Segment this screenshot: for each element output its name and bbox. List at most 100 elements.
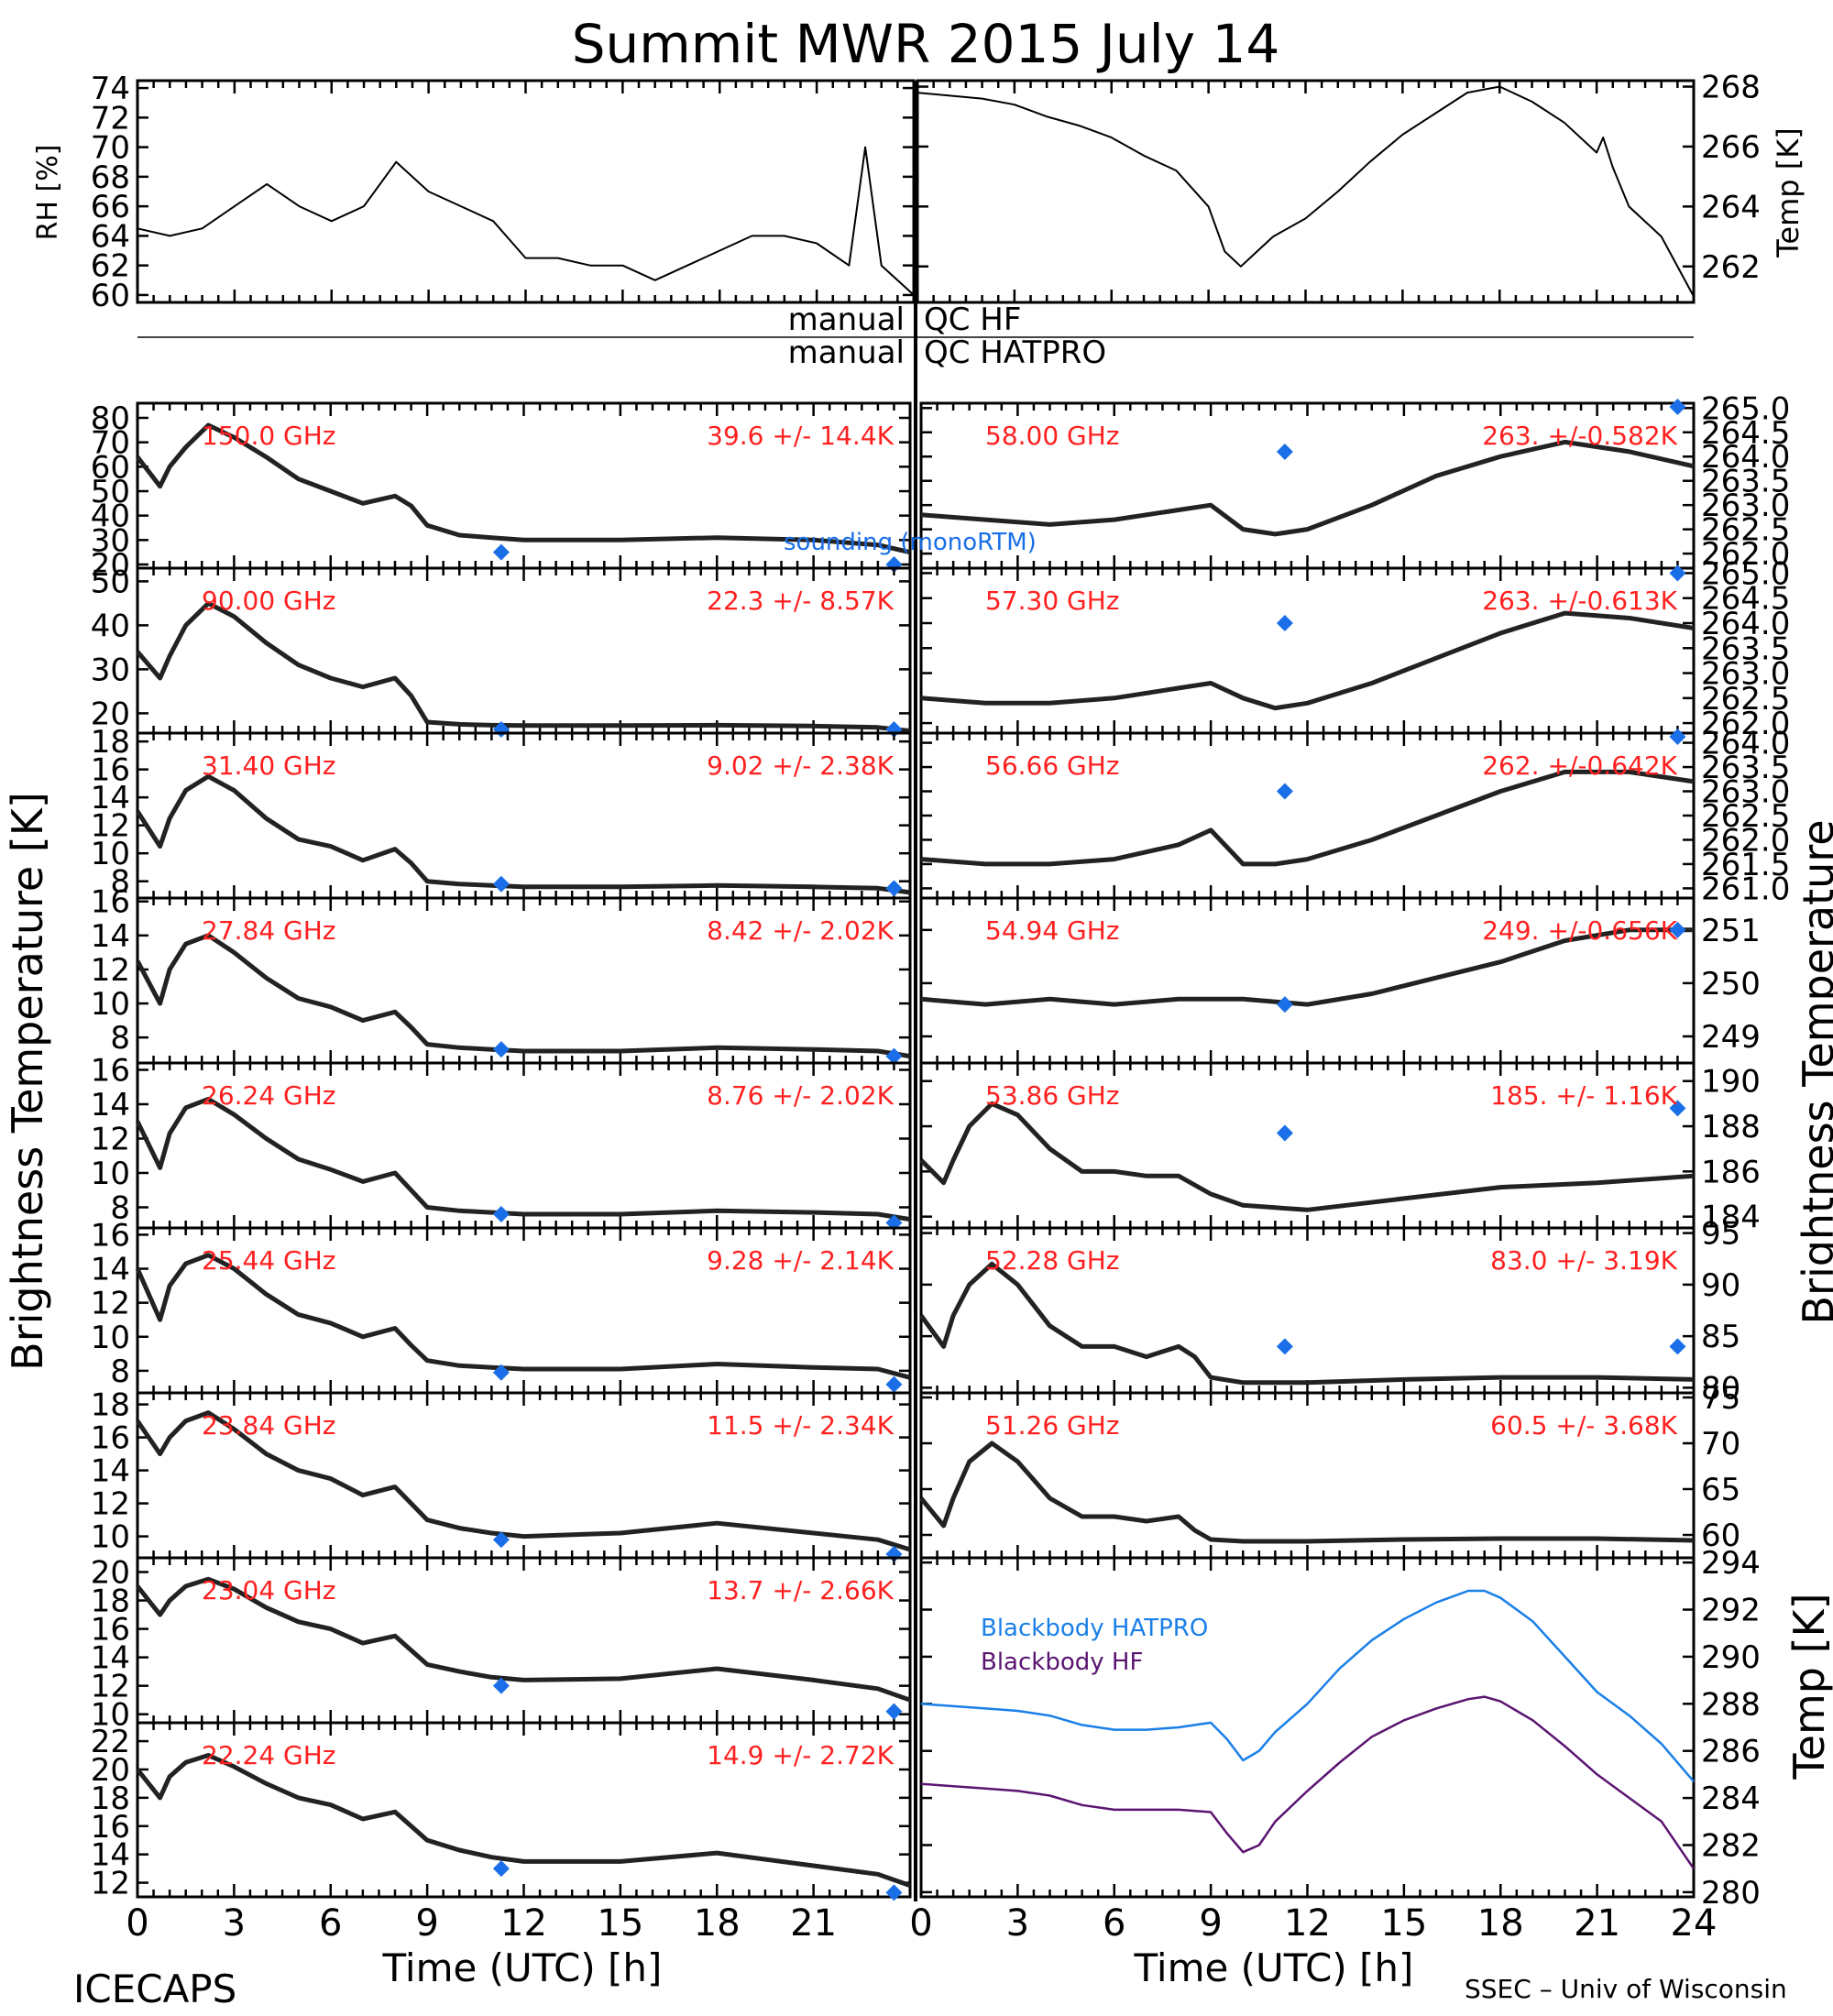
blackbody-panel-ytick-label: 292: [1701, 1593, 1761, 1629]
ch-22-sounding-marker: [885, 1884, 903, 1901]
ch-58-panel-ytick-label: 262.5: [1701, 512, 1790, 549]
x-tick-label-right: 0: [909, 1902, 932, 1945]
ch-22-stats-label: 14.9 +/- 2.72K: [707, 1740, 894, 1770]
ch-31-panel-ytick-label: 14: [91, 780, 130, 816]
ch-25-panel-ytick-label: 12: [91, 1286, 130, 1322]
qc-manual-label-hf: manual: [788, 301, 905, 338]
ch-25-sounding-marker: [492, 1364, 510, 1381]
ch-27-sounding-marker: [492, 1041, 510, 1058]
ch-54-sounding-marker: [1669, 921, 1686, 938]
ch-25-panel-ytick-label: 14: [91, 1252, 130, 1288]
footer-left: ICECAPS: [73, 1967, 236, 2011]
ch-58-panel-ytick-label: 263.0: [1701, 488, 1790, 524]
ch-90-panel-ytick-label: 20: [91, 696, 130, 732]
ch-57-30-sounding-marker: [1276, 615, 1293, 631]
ch-31-series: [135, 773, 911, 895]
qc-hatpro-label: QC HATPRO: [924, 334, 1106, 371]
ch-51-stats-label: 60.5 +/- 3.68K: [1490, 1410, 1677, 1441]
x-tick-label-left: 21: [790, 1902, 837, 1945]
rh-panel-ytick-label: 74: [91, 71, 130, 107]
ch-26-channel-label: 26.24 GHz: [202, 1080, 336, 1111]
ch-26-stats-label: 8.76 +/- 2.02K: [707, 1080, 894, 1111]
ch-57-30-stats-label: 263. +/-0.613K: [1482, 586, 1677, 616]
ch-27-panel-ytick-label: 16: [91, 884, 130, 921]
ch-23-04-panel-ytick-label: 20: [91, 1555, 130, 1592]
ch-57-30-panel-ytick-label: 265.0: [1701, 555, 1790, 592]
blackbody-panel-ytick-label: 284: [1701, 1780, 1761, 1817]
ch-58-stats-label: 263. +/-0.582K: [1482, 421, 1677, 451]
ch-25-series: [135, 1253, 911, 1380]
ch-25-panel-ytick-label: 10: [91, 1320, 130, 1356]
ch-31-stats-label: 9.02 +/- 2.38K: [707, 751, 894, 781]
ch-27-sounding-marker: [885, 1047, 903, 1065]
ch-22-panel-ytick-label: 18: [91, 1780, 130, 1817]
ch-52-panel-ytick-label: 80: [1701, 1370, 1740, 1407]
ch-31-sounding-marker: [885, 880, 903, 897]
blackbody-panel-ytick-label: 280: [1701, 1875, 1761, 1912]
ch-23-04-series: [136, 1576, 911, 1703]
blackbody-hatpro-series: [920, 1589, 1695, 1782]
ch-150-panel-ytick-label: 40: [91, 499, 130, 535]
ch-57-30-panel-ytick-label: 264.5: [1701, 581, 1790, 618]
ch-53-panel-ytick-label: 186: [1701, 1154, 1761, 1190]
ch-27-stats-label: 8.42 +/- 2.02K: [707, 915, 894, 946]
ch-51-panel-ytick-label: 60: [1701, 1517, 1740, 1554]
ch-57-30-panel-ytick-label: 262.0: [1701, 706, 1790, 742]
ch-53-panel-ytick-label: 188: [1701, 1109, 1761, 1145]
right-axis-label: Brightness Temperature: [1794, 819, 1833, 1324]
ch-51-series: [919, 1441, 1695, 1544]
ch-23-sounding-marker: [492, 1531, 510, 1549]
ch-58-channel-label: 58.00 GHz: [985, 421, 1120, 451]
ch-23-panel-ytick-label: 18: [91, 1387, 130, 1424]
ch-51-channel-label: 51.26 GHz: [985, 1410, 1120, 1441]
ch-25-sounding-marker: [885, 1375, 903, 1393]
ch-23-series: [135, 1410, 911, 1552]
temp-panel-ytick-label: 262: [1701, 249, 1761, 286]
ch-58-panel-ytick-label: 263.5: [1701, 464, 1790, 500]
ch-54-panel-ytick-label: 251: [1701, 913, 1761, 949]
x-tick-label-right: 6: [1103, 1902, 1125, 1945]
ch-52-panel-ytick-label: 90: [1701, 1267, 1740, 1304]
ch-27-series: [135, 933, 911, 1059]
blackbody-panel-ytick-label: 294: [1701, 1545, 1761, 1582]
ch-150-panel-ytick-label: 50: [91, 474, 130, 510]
ch-52-panel-ytick-label: 95: [1701, 1216, 1740, 1253]
ch-23-panel-ytick-label: 10: [91, 1519, 130, 1556]
ch-57-30-channel-label: 57.30 GHz: [985, 586, 1120, 616]
ch-22-panel-ytick-label: 12: [91, 1866, 130, 1902]
ch-23-04-panel-ytick-label: 14: [91, 1640, 130, 1677]
temp-series: [916, 85, 1695, 297]
x-tick-label-left: 0: [126, 1902, 148, 1945]
ch-31-channel-label: 31.40 GHz: [202, 751, 336, 781]
ch-23-stats-label: 11.5 +/- 2.34K: [707, 1410, 894, 1441]
ch-23-04-stats-label: 13.7 +/- 2.66K: [707, 1575, 894, 1605]
ch-56-series: [920, 769, 1695, 867]
ch-23-04-panel-ytick-label: 10: [91, 1697, 130, 1734]
ch-31-panel-ytick-label: 18: [91, 724, 130, 761]
temp-panel-ytick-label: 268: [1701, 70, 1761, 106]
ch-57-30-series: [920, 610, 1695, 711]
ch-58-panel-ytick-label: 262.0: [1701, 536, 1790, 573]
blackbody-panel-ytick-label: 290: [1701, 1639, 1761, 1676]
rh-panel-ytick-label: 66: [91, 189, 130, 225]
ch-54-panel-ytick-label: 249: [1701, 1019, 1761, 1056]
ch-54-panel-ytick-label: 250: [1701, 966, 1761, 1003]
ch-26-series: [135, 1096, 911, 1222]
rh-axis-label: RH [%]: [32, 145, 64, 241]
ch-54-channel-label: 54.94 GHz: [985, 915, 1120, 946]
footer-right: SSEC – Univ of Wisconsin: [1465, 1974, 1787, 2004]
ch-53-series: [919, 1101, 1695, 1212]
left-axis-label: Brightness Temperature [K]: [3, 792, 52, 1371]
ch-56-stats-label: 262. +/-0.642K: [1482, 751, 1677, 781]
ch-23-04-panel-ytick-label: 12: [91, 1669, 130, 1705]
ch-56-panel-ytick-label: 261.0: [1701, 871, 1790, 907]
ch-90-series: [136, 600, 911, 734]
ch-90-panel-ytick-label: 50: [91, 564, 130, 600]
ch-23-04-sounding-marker: [885, 1703, 903, 1720]
blackbody-panel-ytick-label: 288: [1701, 1686, 1761, 1723]
ch-51-panel-ytick-label: 65: [1701, 1472, 1740, 1508]
ch-23-channel-label: 23.84 GHz: [202, 1410, 336, 1441]
ch-26-panel-ytick-label: 14: [91, 1087, 130, 1123]
ch-22-sounding-marker: [492, 1860, 510, 1878]
